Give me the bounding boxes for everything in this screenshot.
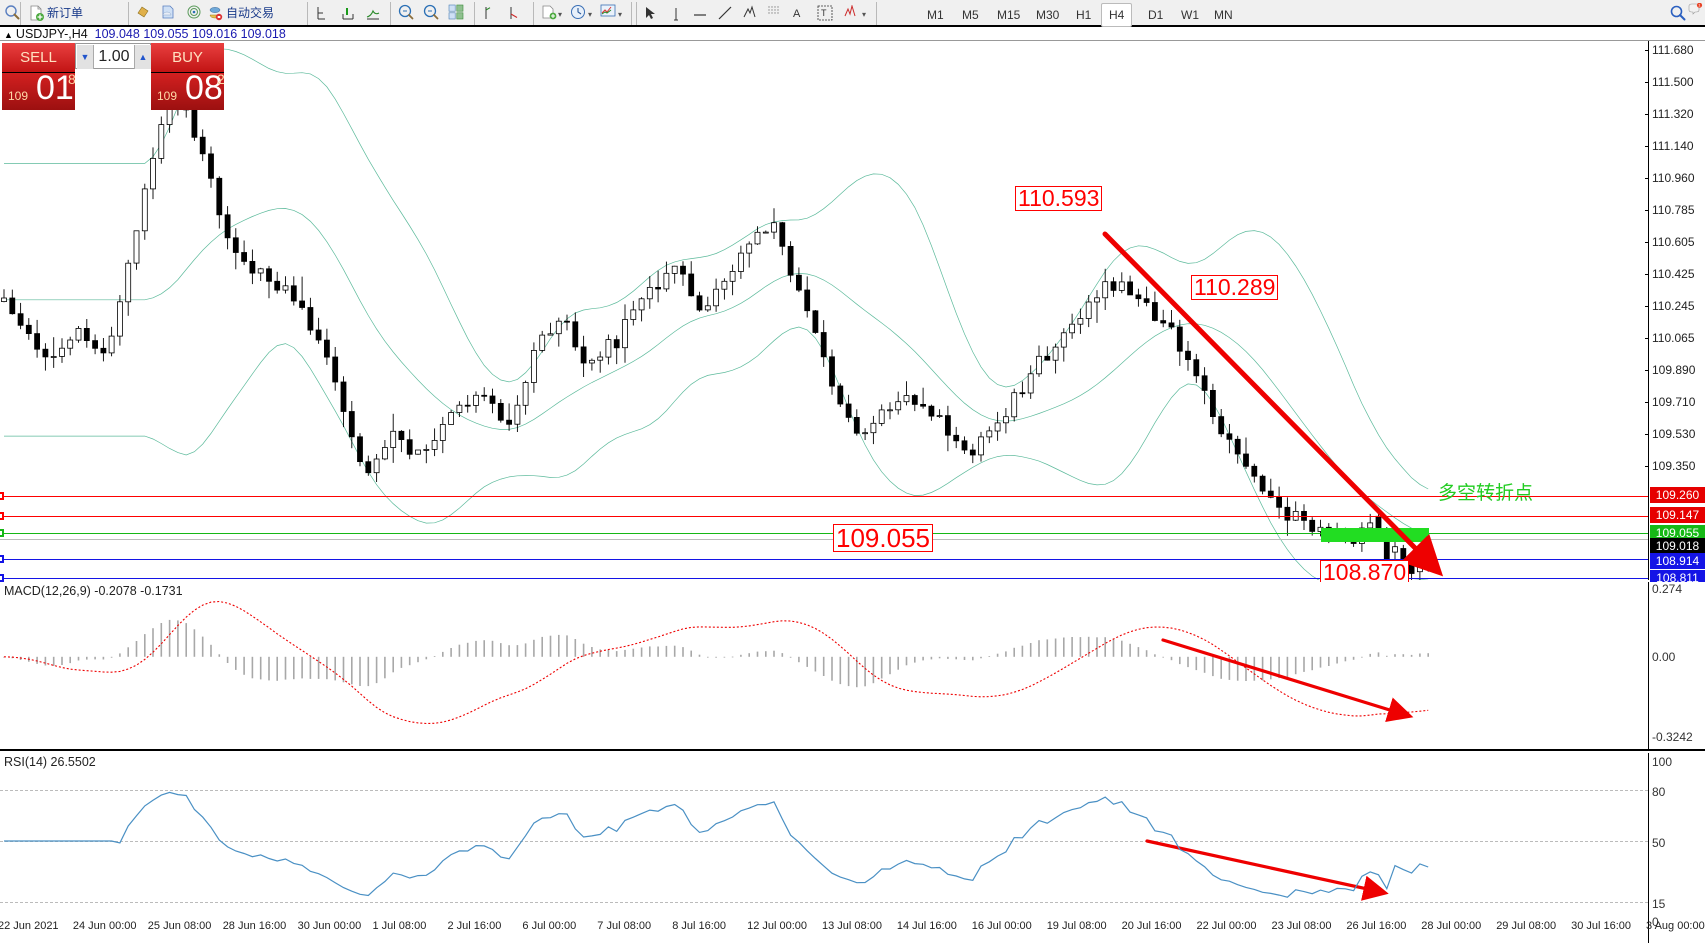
svg-text:A: A xyxy=(793,8,801,20)
svg-text:T: T xyxy=(821,8,827,18)
